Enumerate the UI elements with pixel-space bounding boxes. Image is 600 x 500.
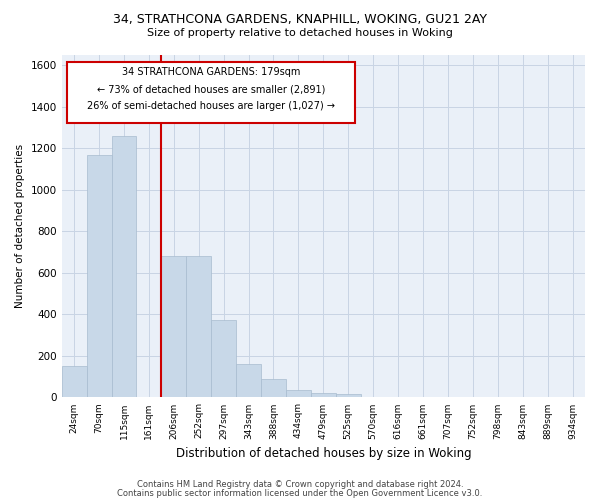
Text: 34 STRATHCONA GARDENS: 179sqm: 34 STRATHCONA GARDENS: 179sqm [122, 67, 300, 77]
Text: 34, STRATHCONA GARDENS, KNAPHILL, WOKING, GU21 2AY: 34, STRATHCONA GARDENS, KNAPHILL, WOKING… [113, 12, 487, 26]
Text: ← 73% of detached houses are smaller (2,891): ← 73% of detached houses are smaller (2,… [97, 84, 325, 94]
Text: Contains public sector information licensed under the Open Government Licence v3: Contains public sector information licen… [118, 489, 482, 498]
Bar [311, 394, 336, 398]
Bar [112, 136, 136, 398]
Bar [286, 390, 311, 398]
Bar [211, 320, 236, 398]
Text: Size of property relative to detached houses in Woking: Size of property relative to detached ho… [147, 28, 453, 38]
Bar [62, 366, 86, 398]
Text: Contains HM Land Registry data © Crown copyright and database right 2024.: Contains HM Land Registry data © Crown c… [137, 480, 463, 489]
Bar [336, 394, 361, 398]
FancyBboxPatch shape [67, 62, 355, 124]
Bar [86, 154, 112, 398]
Bar [161, 256, 186, 398]
Bar [261, 379, 286, 398]
Text: 26% of semi-detached houses are larger (1,027) →: 26% of semi-detached houses are larger (… [87, 101, 335, 111]
Bar [236, 364, 261, 398]
Y-axis label: Number of detached properties: Number of detached properties [15, 144, 25, 308]
X-axis label: Distribution of detached houses by size in Woking: Distribution of detached houses by size … [176, 447, 471, 460]
Bar [186, 256, 211, 398]
